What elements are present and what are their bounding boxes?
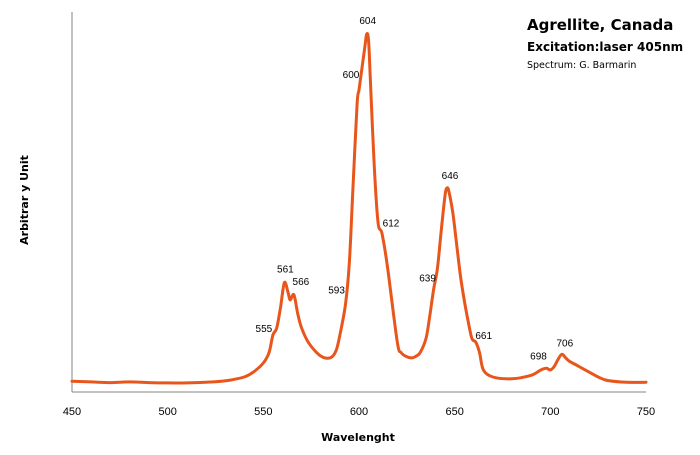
x-tick-label: 550 xyxy=(254,406,272,418)
x-tick-label: 600 xyxy=(350,406,368,418)
peak-label: 706 xyxy=(556,338,573,349)
x-tick-label: 750 xyxy=(637,406,655,418)
x-tick-label: 450 xyxy=(63,406,81,418)
peak-label: 600 xyxy=(343,70,360,81)
peak-label: 555 xyxy=(256,324,273,335)
x-tick-labels: 450 500 550 600 650 700 750 xyxy=(63,406,655,418)
x-tick-label: 700 xyxy=(541,406,559,418)
x-tick-label: 650 xyxy=(445,406,463,418)
chart-credit: Spectrum: G. Barmarin xyxy=(527,60,636,71)
peak-label: 593 xyxy=(328,286,345,297)
series-line xyxy=(70,32,648,385)
chart-title: Agrellite, Canada xyxy=(527,16,673,34)
peak-label: 661 xyxy=(475,331,492,342)
x-tick-label: 500 xyxy=(158,406,176,418)
peak-label: 612 xyxy=(383,219,400,230)
peak-label: 646 xyxy=(442,171,459,182)
peak-label: 639 xyxy=(419,274,436,285)
peak-label: 561 xyxy=(277,265,294,276)
peak-label: 604 xyxy=(359,16,376,27)
chart-subtitle: Excitation:laser 405nm xyxy=(527,40,683,54)
peak-label: 698 xyxy=(530,351,547,362)
x-axis-title: Wavelenght xyxy=(321,431,395,444)
peak-label: 566 xyxy=(293,277,310,288)
y-axis-title: Arbitrar y Unit xyxy=(18,155,31,245)
